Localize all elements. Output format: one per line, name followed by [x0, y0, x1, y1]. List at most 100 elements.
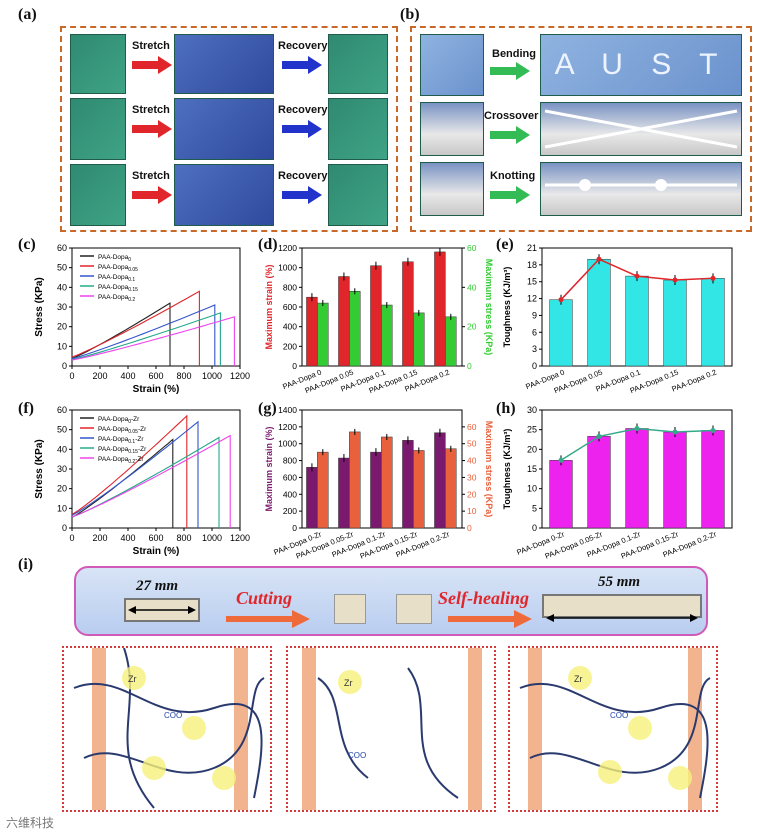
- legend-subscript: 0.2: [128, 459, 135, 465]
- trend-point: [672, 277, 678, 283]
- series-line-4: [71, 316, 235, 366]
- bar-maximum-strain: [370, 265, 382, 367]
- bar-maximum-stress: [413, 450, 425, 529]
- orange-arrow-icon: [226, 610, 310, 628]
- network-healed: Zr COO: [508, 646, 718, 812]
- y2-tick-label: 40: [467, 456, 477, 466]
- zr-label: Zr: [344, 678, 353, 688]
- toughness-bar: [625, 275, 649, 367]
- double-arrow-icon: [546, 614, 698, 622]
- toughness-bar: [663, 431, 687, 529]
- bending-label: Bending: [492, 48, 536, 60]
- chart-g: 0 200 400 600 800 1000 1200 1400 0 10 20 30 40 50 60 Ma…: [264, 405, 494, 560]
- y-tick-label: 6: [532, 327, 537, 337]
- legend-name: PAA-Dopa: [98, 446, 129, 453]
- y2-tick-label: 20: [467, 322, 477, 332]
- recovery-label: Recovery: [278, 104, 328, 116]
- y-tick-label: 0: [532, 361, 537, 371]
- bar-maximum-stress: [381, 436, 393, 529]
- y-axis-label: Maximum strain (%): [264, 426, 274, 511]
- bar-maximum-strain: [306, 467, 318, 529]
- knotting-label: Knotting: [490, 170, 536, 182]
- legend-suffix: -Zr: [135, 456, 144, 463]
- panel-label-f: (f): [18, 400, 34, 417]
- series-line-4: [71, 434, 231, 528]
- legend-name: PAA-Dopa: [98, 294, 129, 301]
- bar-maximum-strain: [434, 251, 446, 367]
- trend-point: [558, 457, 564, 463]
- y-axis-label: Toughness (KJ/m³): [502, 429, 512, 510]
- toughness-bar: [549, 460, 573, 529]
- crossover-initial-photo: [420, 102, 484, 156]
- y2-tick-label: 0: [467, 361, 472, 371]
- y-tick-label: 25: [527, 425, 537, 435]
- bunny-photo-recovered: [328, 164, 388, 226]
- legend-subscript: 0.05: [128, 267, 138, 273]
- x-tick-label: 200: [92, 371, 107, 381]
- y-tick-label: 200: [283, 506, 297, 516]
- stretch-label: Stretch: [132, 40, 170, 52]
- y-tick-label: 0: [292, 361, 297, 371]
- y-tick-label: 600: [283, 472, 297, 482]
- stretch-label: Stretch: [132, 170, 170, 182]
- y-tick-label: 18: [527, 260, 537, 270]
- panel-b-frame: [410, 26, 752, 232]
- toughness-bar: [587, 436, 611, 529]
- bar-maximum-stress: [445, 448, 457, 529]
- cutting-label: Cutting: [236, 588, 293, 608]
- panel-label-c: (c): [18, 236, 36, 253]
- legend-name: PAA-Dopa: [98, 284, 129, 291]
- y-tick-label: 3: [532, 344, 537, 354]
- network-intact: Zr COO: [62, 646, 272, 812]
- sample-after: [542, 594, 702, 618]
- toughness-bar: [701, 278, 725, 367]
- trend-point: [672, 429, 678, 435]
- y-axis-label: Toughness (KJ/m³): [502, 267, 512, 348]
- bar-maximum-strain: [370, 451, 382, 529]
- green-arrow-icon: [490, 126, 530, 144]
- trend-point: [634, 273, 640, 279]
- series-line-2: [71, 420, 199, 528]
- trend-point: [710, 275, 716, 281]
- bar-maximum-strain: [402, 261, 414, 367]
- y-tick-label: 40: [57, 444, 67, 454]
- y-tick-label: 10: [57, 341, 67, 351]
- y-tick-label: 30: [57, 302, 67, 312]
- x-tick-label: 800: [176, 371, 191, 381]
- cat-photo-recovered: [328, 98, 388, 160]
- green-arrow-icon: [490, 186, 530, 204]
- orange-arrow-icon: [448, 610, 532, 628]
- chart-d: 0 200 400 600 800 1000 1200 0 20 40 60 Maximum stra…: [264, 243, 494, 395]
- trend-point: [558, 297, 564, 303]
- y-tick-label: 5: [532, 503, 537, 513]
- legend-entry-2: PAA-Dopa0.1-Zr: [98, 436, 144, 445]
- bar-maximum-stress: [317, 451, 329, 529]
- x-axis-label: Strain (%): [133, 384, 180, 395]
- x-tick-label: 1000: [202, 371, 222, 381]
- legend-subscript: 0.15: [128, 287, 138, 293]
- legend-entry-4: PAA-Dopa0.2: [98, 294, 135, 303]
- y2-axis-label: Maximum stress (KPa): [484, 259, 494, 356]
- y-tick-label: 800: [283, 456, 297, 466]
- red-arrow-icon: [132, 56, 172, 74]
- x-tick-label: 400: [120, 371, 135, 381]
- legend-suffix: -Zr: [138, 446, 147, 453]
- crossover-label: Crossover: [484, 110, 539, 122]
- legend-suffix: -Zr: [138, 426, 147, 433]
- bar-maximum-stress: [317, 302, 329, 367]
- blue-arrow-icon: [282, 56, 322, 74]
- zr-label: Zr: [574, 674, 583, 684]
- y2-tick-label: 40: [467, 282, 477, 292]
- y-tick-label: 9: [532, 310, 537, 320]
- y2-tick-label: 60: [467, 243, 477, 253]
- toughness-bar: [587, 258, 611, 367]
- chart-f: 0 200 400 600 800 1000 1200 0 10 20 30 40 50 60 Strain…: [34, 405, 250, 557]
- network-cut-drawing: Zr COO: [302, 648, 482, 810]
- y-tick-label: 1400: [278, 405, 297, 415]
- toughness-bar: [625, 428, 649, 529]
- bar-maximum-stress: [381, 304, 393, 367]
- bar-maximum-strain: [338, 457, 350, 529]
- bar-maximum-strain: [306, 296, 318, 367]
- panel-label-g: (g): [258, 400, 277, 417]
